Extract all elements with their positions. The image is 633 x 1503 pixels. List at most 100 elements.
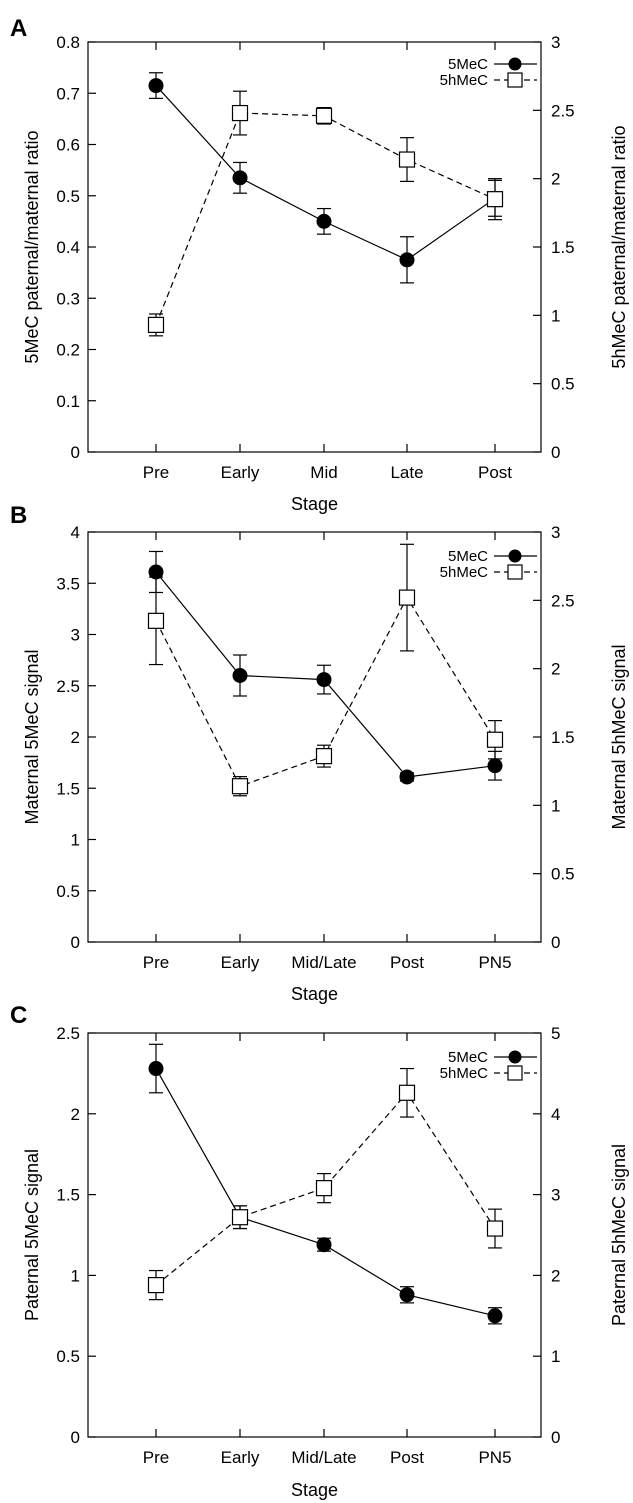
series-5mec [148, 1043, 503, 1325]
x-tick-label: Early [221, 953, 260, 972]
y-tick-label-left: 1 [71, 1266, 80, 1285]
legend-marker [508, 549, 522, 563]
legend-label: 5hMeC [440, 1065, 489, 1082]
y-tick-label-left: 0 [71, 443, 80, 462]
series-line [155, 1091, 496, 1286]
y-tick-label-left: 0.6 [56, 136, 80, 155]
data-point [316, 672, 332, 688]
data-point [398, 1084, 416, 1101]
y-axis-label-left: Maternal 5MeC signal [22, 649, 42, 824]
series-5hmec [147, 543, 504, 797]
y-tick-label-right: 0 [551, 443, 560, 462]
series-5hmec [147, 90, 504, 337]
panel-label: C [10, 1002, 27, 1029]
legend-label: 5MeC [448, 56, 488, 73]
chart-panel-c: C 0 0.5 1 1.5 2 2.5 0 1 2 3 4 5 Pre Early Mid/Late Post P… [10, 1002, 629, 1500]
data-point [315, 107, 333, 124]
y-tick-label-right: 1.5 [551, 238, 575, 257]
y-tick-label-left: 3 [71, 626, 80, 645]
y-tick-label-left: 0 [71, 933, 80, 952]
y-tick-label-right: 1 [551, 796, 560, 815]
y-tick-label-right: 1.5 [551, 728, 575, 747]
panel-label: B [10, 502, 27, 529]
y-tick-label-left: 1 [71, 831, 80, 850]
y-tick-label-right: 0.5 [551, 865, 575, 884]
legend-label: 5hMeC [440, 564, 489, 581]
y-tick-label-left: 0.5 [56, 1347, 80, 1366]
plot-frame [87, 41, 542, 453]
y-tick-label-left: 0.5 [56, 882, 80, 901]
x-axis-label: Stage [291, 494, 338, 514]
data-point [316, 213, 332, 229]
legend-marker [507, 564, 523, 580]
data-point [486, 191, 504, 208]
legend-marker [508, 1050, 522, 1064]
panel-label: A [10, 15, 27, 42]
y-tick-label-left: 0.1 [56, 392, 80, 411]
data-point [399, 252, 415, 268]
y-tick-label-left: 4 [71, 523, 80, 542]
y-axis-label-left: 5MeC paternal/maternal ratio [22, 130, 42, 363]
y-tick-label-right: 0 [551, 1428, 560, 1447]
data-point [486, 731, 504, 748]
y-tick-label-left: 2.5 [56, 677, 80, 696]
x-tick-label: Post [390, 1448, 424, 1467]
series-5mec [148, 72, 503, 284]
y-tick-label-right: 2 [551, 660, 560, 679]
data-point [232, 668, 248, 683]
y-tick-label-left: 0.5 [56, 187, 80, 206]
x-tick-label: Mid/Late [291, 1448, 356, 1467]
y-tick-label-left: 1.5 [56, 1186, 80, 1205]
x-axis-label: Stage [291, 1480, 338, 1500]
legend-label: 5MeC [448, 1049, 488, 1066]
data-point [486, 1220, 504, 1237]
chart-panel-b: B 0 0.5 1 1.5 2 2.5 3 3.5 4 0 0.5 1 1.5 2 2.5 3 Pre Early M… [10, 502, 629, 1004]
x-tick-label: Pre [143, 463, 169, 482]
y-tick-label-right: 3 [551, 523, 560, 542]
y-tick-label-left: 1.5 [56, 779, 80, 798]
y-axis-label-right: Maternal 5hMeC signal [609, 644, 629, 829]
legend-label: 5hMeC [440, 72, 489, 89]
data-point [398, 151, 416, 168]
data-point [487, 758, 503, 774]
x-tick-label: Early [221, 1448, 260, 1467]
data-point [232, 170, 248, 186]
x-tick-label: Pre [143, 1448, 169, 1467]
data-point [147, 1276, 165, 1294]
y-axis-label-left: Paternal 5MeC signal [22, 1149, 42, 1321]
legend-marker [508, 57, 522, 71]
legend-label: 5MeC [448, 548, 488, 565]
x-axis-label: Stage [291, 984, 338, 1004]
x-tick-label: PN5 [478, 1448, 511, 1467]
x-tick-label: Post [478, 463, 512, 482]
y-tick-label-right: 1 [551, 1347, 560, 1366]
y-tick-label-left: 0.7 [56, 84, 80, 103]
x-tick-label: Mid [310, 463, 337, 482]
y-tick-label-right: 1 [551, 306, 560, 325]
data-point [315, 748, 333, 765]
y-tick-label-left: 0.8 [56, 33, 80, 52]
legend-marker [507, 1065, 523, 1081]
y-axis-label-right: Paternal 5hMeC signal [609, 1144, 629, 1326]
x-tick-label: Late [390, 463, 423, 482]
y-tick-label-right: 2 [551, 1266, 560, 1285]
data-point [148, 78, 164, 94]
y-tick-label-right: 0.5 [551, 375, 575, 394]
x-tick-label: Post [390, 953, 424, 972]
y-axis-label-right: 5hMeC paternal/maternal ratio [609, 125, 629, 368]
x-tick-label: Pre [143, 953, 169, 972]
y-tick-label-right: 2.5 [551, 101, 575, 120]
legend-marker [507, 72, 523, 88]
series-5mec [148, 550, 503, 785]
y-tick-label-left: 2 [71, 1105, 80, 1124]
data-point [315, 1180, 333, 1197]
y-tick-label-right: 0 [551, 933, 560, 952]
data-point [147, 316, 165, 333]
y-tick-label-left: 3.5 [56, 574, 80, 593]
x-tick-label: Mid/Late [291, 953, 356, 972]
data-point [399, 769, 415, 785]
series-5hmec [147, 1067, 504, 1301]
y-tick-label-right: 3 [551, 33, 560, 52]
